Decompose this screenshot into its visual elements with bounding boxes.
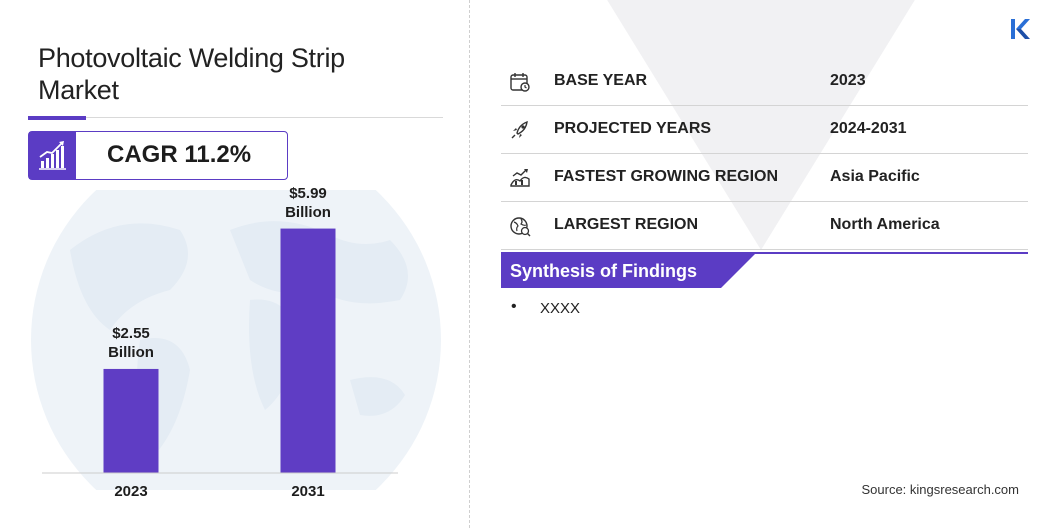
info-row-largest-region: LARGEST REGION North America <box>501 202 1028 250</box>
panel-divider <box>469 0 470 528</box>
title-divider <box>28 117 443 118</box>
info-value-base-year: 2023 <box>830 72 866 89</box>
globe-icon <box>510 217 531 237</box>
bar-chart <box>42 228 398 474</box>
data-label-line: $2.55 <box>112 324 150 342</box>
synthesis-bullet: XXXX <box>540 300 581 317</box>
right-panel: BASE YEAR 2023 PROJECTED YEARS 2024-2031… <box>471 0 1056 528</box>
bullet-marker: • <box>511 298 517 315</box>
bar-2031 <box>280 228 336 473</box>
data-label-2031: $5.99 Billion <box>258 184 358 222</box>
synthesis-rule <box>501 252 1028 254</box>
synthesis-title: Synthesis of Findings <box>510 261 698 281</box>
info-value-projected-years: 2024-2031 <box>830 120 907 137</box>
x-tick-label-2023: 2023 <box>114 483 148 500</box>
source-note: Source: kingsresearch.com <box>861 482 1019 497</box>
growth-chart-icon <box>29 132 76 179</box>
info-row-base-year: BASE YEAR 2023 <box>501 58 1028 106</box>
cagr-badge: CAGR 11.2% <box>28 131 288 180</box>
info-row-fastest-region: FASTEST GROWING REGION Asia Pacific <box>501 154 1028 202</box>
title-accent-bar <box>28 116 86 120</box>
rocket-icon <box>511 120 528 139</box>
info-key-projected-years: PROJECTED YEARS <box>554 120 712 137</box>
info-value-largest-region: North America <box>830 216 940 233</box>
cagr-value: CAGR 11.2% <box>107 141 252 168</box>
data-label-2023: $2.55 Billion <box>81 324 181 362</box>
data-label-line: Billion <box>108 343 154 361</box>
watermark-triangle <box>607 0 915 250</box>
info-row-projected-years: PROJECTED YEARS 2024-2031 <box>501 106 1028 154</box>
info-value-fastest-region: Asia Pacific <box>830 168 920 185</box>
x-tick-label-2031: 2031 <box>291 483 325 500</box>
synthesis-header-tab <box>501 254 755 288</box>
data-label-line: Billion <box>285 203 331 221</box>
info-key-largest-region: LARGEST REGION <box>554 216 699 233</box>
info-key-fastest-region: FASTEST GROWING REGION <box>554 168 779 185</box>
left-panel: Photovoltaic Welding Strip Market CAGR 1… <box>0 0 470 528</box>
calendar-icon <box>510 73 530 92</box>
bar-2023 <box>103 368 159 473</box>
info-key-base-year: BASE YEAR <box>554 72 648 89</box>
data-label-line: $5.99 <box>289 184 327 202</box>
kings-research-logo <box>1010 18 1030 45</box>
growth-region-icon <box>510 169 530 187</box>
page-title: Photovoltaic Welding Strip Market <box>38 43 345 105</box>
